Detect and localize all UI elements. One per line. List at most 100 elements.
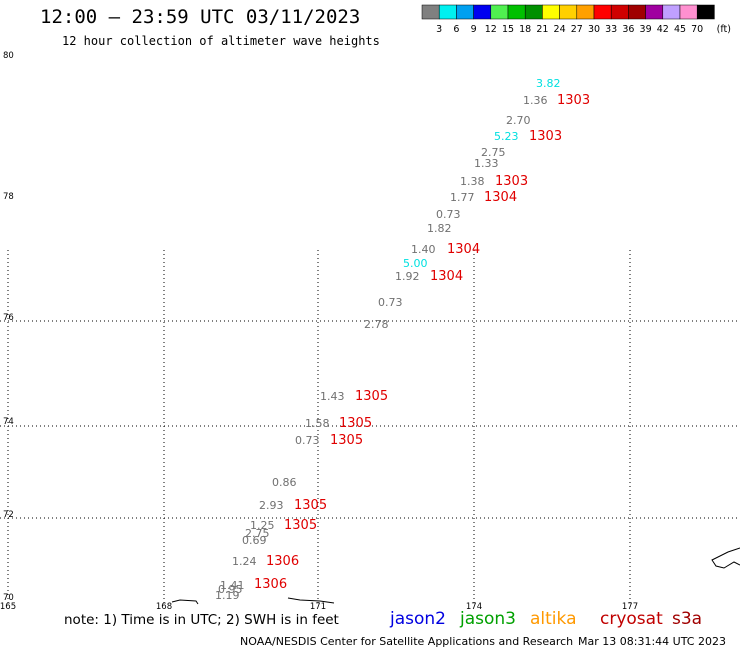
time-label: 1305 bbox=[330, 433, 363, 448]
lon-label: 171 bbox=[310, 602, 326, 612]
swh-value: 5.23 bbox=[494, 130, 519, 143]
legend-swatch bbox=[490, 4, 509, 20]
legend-tick-label: 42 bbox=[657, 24, 669, 35]
time-label: 1303 bbox=[495, 174, 528, 189]
legend-swatch bbox=[645, 4, 664, 20]
legend-tick-label: 70 bbox=[691, 24, 703, 35]
legend-tick-label: 33 bbox=[605, 24, 617, 35]
satellite-jason3: jason3 bbox=[460, 609, 516, 629]
time-label: 1306 bbox=[254, 577, 287, 592]
legend-tick-label: 9 bbox=[471, 24, 477, 35]
legend-unit: (ft) bbox=[717, 24, 731, 35]
swh-value: 0.73 bbox=[295, 434, 320, 447]
legend-swatch bbox=[696, 4, 715, 20]
swh-value: 0.73 bbox=[436, 208, 461, 221]
coastline-bottom bbox=[171, 599, 199, 605]
legend-swatch bbox=[542, 4, 560, 20]
satellite-altika: altika bbox=[530, 609, 577, 629]
swh-value: 1.58 bbox=[305, 417, 330, 430]
lat-label: 78 bbox=[3, 192, 14, 202]
lon-label: 165 bbox=[0, 602, 16, 612]
swh-value: 2.75 bbox=[245, 527, 270, 540]
swh-value: 1.36 bbox=[523, 94, 548, 107]
time-label: 1305 bbox=[284, 518, 317, 533]
swh-value: 2.93 bbox=[259, 499, 284, 512]
lon-label: 168 bbox=[156, 602, 172, 612]
legend-swatch bbox=[456, 4, 474, 20]
legend-swatch bbox=[507, 4, 526, 20]
legend-tick-label: 21 bbox=[536, 24, 548, 35]
swh-value: 1.82 bbox=[427, 222, 452, 235]
lat-label: 76 bbox=[3, 313, 14, 323]
lon-label: 174 bbox=[466, 602, 482, 612]
time-label: 1305 bbox=[294, 498, 327, 513]
swh-value: 0.86 bbox=[272, 476, 297, 489]
swh-value: 1.19 bbox=[215, 589, 240, 602]
observation-labels: 3.821.362.705.232.751.331.381.770.731.82… bbox=[215, 77, 561, 602]
coastline-bottom-2 bbox=[287, 597, 335, 604]
swh-value: 1.77 bbox=[450, 191, 475, 204]
swh-value: 2.70 bbox=[506, 114, 531, 127]
time-label: 1304 bbox=[430, 269, 463, 284]
time-labels: 1303130313031304130413041305130513051305… bbox=[254, 93, 590, 592]
lat-label: 70 bbox=[3, 593, 14, 603]
legend-tick-label: 3 bbox=[436, 24, 442, 35]
legend-swatch bbox=[438, 4, 457, 20]
legend-swatch bbox=[473, 4, 492, 20]
legend-swatch bbox=[576, 4, 595, 20]
legend-swatch bbox=[662, 4, 681, 20]
swh-value: 1.24 bbox=[232, 555, 257, 568]
legend-tick-label: 39 bbox=[640, 24, 652, 35]
satellite-cryosat: cryosat bbox=[600, 609, 663, 629]
time-label: 1305 bbox=[339, 416, 372, 431]
swh-value: 1.92 bbox=[395, 270, 420, 283]
legend-swatch bbox=[679, 4, 698, 20]
footer-timestamp: Mar 13 08:31:44 UTC 2023 bbox=[578, 635, 726, 648]
lat-label: 80 bbox=[3, 51, 14, 61]
legend-tick-label: 45 bbox=[674, 24, 686, 35]
lat-label: 72 bbox=[3, 510, 14, 520]
legend-swatch bbox=[593, 4, 612, 20]
legend-swatch bbox=[421, 4, 440, 20]
swh-value: 3.82 bbox=[536, 77, 561, 90]
time-label: 1303 bbox=[557, 93, 590, 108]
legend-tick-label: 15 bbox=[502, 24, 514, 35]
satellite-s3a: s3a bbox=[672, 609, 703, 629]
color-legend: 3 6 9 12 15 18 21 24 27 30 33 36 39 42 45 70 (ft) bbox=[421, 4, 731, 35]
legend-swatch bbox=[524, 4, 543, 20]
swh-value: 0.73 bbox=[378, 296, 403, 309]
lat-lon-grid bbox=[0, 250, 740, 605]
legend-tick-label: 30 bbox=[588, 24, 600, 35]
legend-swatch bbox=[610, 4, 629, 20]
lon-label: 177 bbox=[622, 602, 638, 612]
swh-value: 2.75 bbox=[481, 146, 506, 159]
legend-swatch bbox=[559, 4, 578, 20]
swh-value: 1.33 bbox=[474, 157, 499, 170]
swh-value: 2.78 bbox=[364, 318, 389, 331]
legend-tick-label: 27 bbox=[571, 24, 583, 35]
swh-value: 5.00 bbox=[403, 257, 428, 270]
legend-tick-label: 36 bbox=[622, 24, 634, 35]
lat-label: 74 bbox=[3, 417, 14, 427]
swh-value: 0.95 bbox=[218, 583, 243, 596]
map-title: 12:00 – 23:59 UTC 03/11/2023 bbox=[40, 6, 361, 28]
satellite-jason2: jason2 bbox=[390, 609, 446, 629]
time-label: 1305 bbox=[355, 389, 388, 404]
time-label: 1304 bbox=[484, 190, 517, 205]
legend-tick-label: 6 bbox=[453, 24, 459, 35]
footer-credit: NOAA/NESDIS Center for Satellite Applica… bbox=[240, 635, 574, 648]
swh-value: 1.41 bbox=[220, 579, 245, 592]
legend-tick-label: 18 bbox=[519, 24, 531, 35]
swh-value: 1.25 bbox=[250, 519, 275, 532]
swh-value: 0.69 bbox=[242, 534, 267, 547]
swh-value: 1.38 bbox=[460, 175, 485, 188]
legend-tick-label: 24 bbox=[554, 24, 566, 35]
swh-value: 1.40 bbox=[411, 243, 436, 256]
note-text: note: 1) Time is in UTC; 2) SWH is in fe… bbox=[64, 612, 339, 628]
coastline-right bbox=[711, 547, 740, 569]
time-label: 1304 bbox=[447, 242, 480, 257]
map-subtitle: 12 hour collection of altimeter wave hei… bbox=[62, 34, 380, 48]
legend-swatch bbox=[628, 4, 646, 20]
